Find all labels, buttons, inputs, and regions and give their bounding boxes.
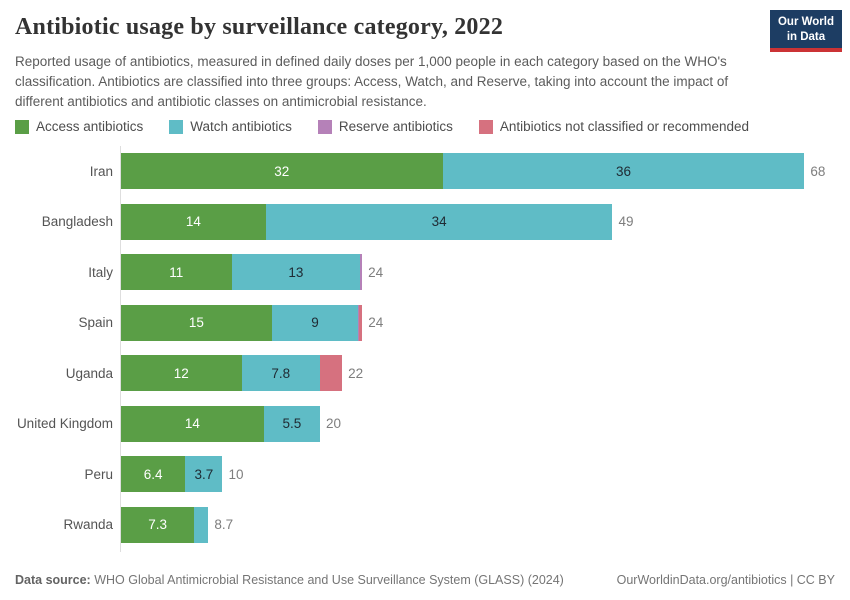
bar-segment-reserve[interactable]	[360, 254, 363, 291]
legend-swatch-access	[15, 119, 29, 134]
owid-logo-line1: Our World	[777, 16, 834, 28]
bar-total-label: 8.7	[214, 517, 234, 533]
bar-segment-watch[interactable]	[194, 506, 209, 543]
bar-total-label: 49	[618, 214, 634, 230]
legend-item-not_classified[interactable]: Antibiotics not classified or recommende…	[478, 119, 750, 134]
legend-label: Antibiotics not classified or recommende…	[499, 119, 750, 134]
bar-segment-access[interactable]: 7.3	[121, 506, 195, 543]
bar-row-uganda: Uganda 12 7.8 22	[0, 348, 850, 399]
country-label: Iran	[89, 163, 113, 179]
bar-row-spain: Spain 15 9 24	[0, 298, 850, 349]
bar-segment-access[interactable]: 15	[121, 304, 272, 341]
country-label: Peru	[84, 466, 113, 482]
bar-stack: 6.4 3.7	[121, 456, 223, 493]
legend-label: Access antibiotics	[36, 119, 144, 134]
bar-stack: 11 13	[121, 254, 363, 291]
bar-total-label: 10	[228, 466, 244, 482]
legend-swatch-not_classified	[478, 119, 493, 134]
bar-segment-access[interactable]: 32	[121, 153, 443, 190]
owid-logo-line2: in Data	[786, 30, 826, 43]
country-label: Spain	[78, 315, 113, 331]
bar-segment-watch[interactable]: 36	[442, 153, 805, 190]
footer: Data source: WHO Global Antimicrobial Re…	[15, 573, 835, 587]
bar-segment-watch[interactable]: 7.8	[241, 355, 320, 392]
bar-row-rwanda: Rwanda 7.3 8.7	[0, 500, 850, 551]
chart-legend: Access antibiotics Watch antibiotics Reser…	[15, 119, 749, 134]
bar-segment-watch[interactable]: 13	[231, 254, 361, 291]
bar-row-italy: Italy 11 13 24	[0, 247, 850, 298]
bar-segment-not_classified[interactable]	[359, 304, 363, 341]
country-label: Uganda	[65, 365, 113, 381]
bar-segment-not_classified[interactable]	[319, 355, 343, 392]
country-label: Italy	[88, 264, 113, 280]
owid-url-link[interactable]: OurWorldinData.org/antibiotics | CC BY	[616, 573, 835, 587]
bar-stack: 14 5.5	[121, 405, 320, 442]
data-source-label: Data source:	[15, 573, 91, 587]
bar-stack: 7.3	[121, 506, 209, 543]
page-subtitle: Reported usage of antibiotics, measured …	[15, 54, 729, 109]
data-source-text: WHO Global Antimicrobial Resistance and …	[90, 573, 564, 587]
bar-segment-access[interactable]: 6.4	[121, 456, 186, 493]
bar-total-label: 22	[348, 365, 364, 381]
bar-row-peru: Peru 6.4 3.7 10	[0, 449, 850, 500]
legend-item-access[interactable]: Access antibiotics	[15, 119, 143, 134]
owid-logo[interactable]: Our World in Data	[769, 10, 842, 52]
bar-segment-watch[interactable]: 34	[265, 203, 613, 240]
legend-label: Watch antibiotics	[190, 119, 292, 134]
bar-stack: 14 34	[121, 203, 613, 240]
bar-stack: 12 7.8	[121, 355, 343, 392]
page-title: Antibiotic usage by surveillance categor…	[15, 14, 504, 40]
bar-total-label: 24	[368, 264, 384, 280]
bar-total-label: 68	[810, 163, 826, 179]
bar-stack: 32 36	[121, 153, 805, 190]
legend-item-watch[interactable]: Watch antibiotics	[169, 119, 292, 134]
bar-segment-watch[interactable]: 9	[271, 304, 359, 341]
bar-row-bangladesh: Bangladesh 14 34 49	[0, 197, 850, 248]
data-source: Data source: WHO Global Antimicrobial Re…	[15, 573, 564, 587]
stacked-bar-chart: Iran 32 36 68 Bangladesh 14 34 49 Italy 11 13 24 Spa…	[0, 146, 850, 552]
legend-swatch-watch	[169, 119, 184, 134]
bar-total-label: 24	[368, 315, 384, 331]
bar-segment-access[interactable]: 11	[121, 254, 232, 291]
bar-total-label: 20	[325, 416, 341, 432]
bar-row-united-kingdom: United Kingdom 14 5.5 20	[0, 399, 850, 450]
bar-segment-watch[interactable]: 3.7	[185, 456, 223, 493]
country-label: United Kingdom	[16, 416, 113, 432]
country-label: Rwanda	[63, 517, 113, 533]
bar-rows-container: Iran 32 36 68 Bangladesh 14 34 49 Italy 11 13 24 Spa…	[0, 146, 850, 550]
bar-segment-access[interactable]: 14	[121, 203, 266, 240]
bar-segment-watch[interactable]: 5.5	[263, 405, 320, 442]
bar-segment-access[interactable]: 14	[121, 405, 264, 442]
bar-segment-access[interactable]: 12	[121, 355, 242, 392]
bar-row-iran: Iran 32 36 68	[0, 146, 850, 197]
bar-stack: 15 9	[121, 304, 363, 341]
country-label: Bangladesh	[41, 214, 113, 230]
legend-label: Reserve antibiotics	[338, 119, 453, 134]
bar-segment-reserve[interactable]	[358, 304, 360, 341]
y-axis-line	[120, 146, 121, 552]
legend-item-reserve[interactable]: Reserve antibiotics	[317, 119, 453, 134]
legend-swatch-reserve	[317, 119, 332, 134]
